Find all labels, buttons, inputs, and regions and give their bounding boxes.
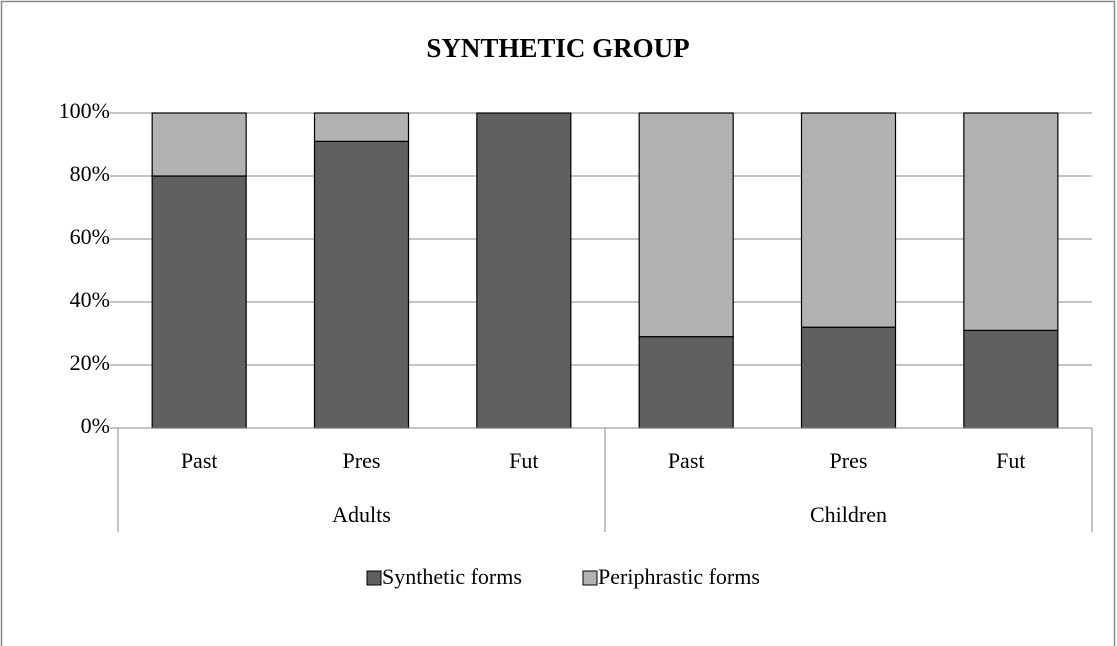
x-tick-label: Fut [996, 448, 1025, 473]
bar-segment [313, 112, 410, 142]
legend-label: Synthetic forms [382, 564, 522, 589]
y-tick-label: 40% [70, 287, 110, 312]
bar-segment [638, 336, 734, 429]
x-tick-label: Fut [509, 448, 538, 473]
bar-segment [800, 326, 897, 429]
chart-title: SYNTHETIC GROUP [426, 33, 689, 63]
bar-segment [963, 329, 1059, 429]
y-tick-label: 100% [59, 98, 110, 123]
y-tick-label: 80% [70, 161, 110, 186]
bar-segment [313, 140, 410, 429]
x-tick-label: Pres [830, 448, 868, 473]
group-label: Children [810, 502, 887, 527]
x-tick-label: Pres [343, 448, 381, 473]
y-tick-label: 60% [70, 224, 110, 249]
bar-segment [151, 112, 247, 177]
bar-segment [638, 112, 734, 338]
legend-swatch [582, 570, 598, 586]
bar-segment [963, 112, 1059, 331]
bar-segment [151, 175, 247, 429]
y-tick-label: 0% [81, 413, 110, 438]
x-tick-label: Past [181, 448, 218, 473]
legend-swatch [366, 570, 382, 586]
y-tick-label: 20% [70, 350, 110, 375]
bar-segment [476, 112, 572, 429]
legend-label: Periphrastic forms [598, 564, 760, 589]
bar-segment [800, 112, 897, 328]
x-tick-label: Past [668, 448, 705, 473]
group-label: Adults [332, 502, 391, 527]
